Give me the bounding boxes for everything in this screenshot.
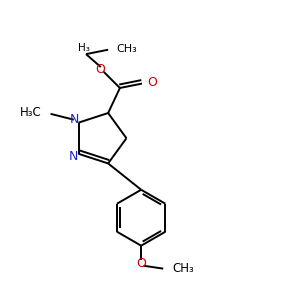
Text: O: O — [95, 63, 105, 76]
Text: N: N — [68, 150, 78, 163]
Text: N: N — [70, 112, 80, 126]
Text: O: O — [136, 257, 146, 271]
Text: CH₃: CH₃ — [172, 262, 194, 275]
Text: CH₃: CH₃ — [116, 44, 137, 54]
Text: O: O — [147, 76, 157, 89]
Text: H₃C: H₃C — [20, 106, 42, 119]
Text: H₃: H₃ — [78, 43, 90, 53]
